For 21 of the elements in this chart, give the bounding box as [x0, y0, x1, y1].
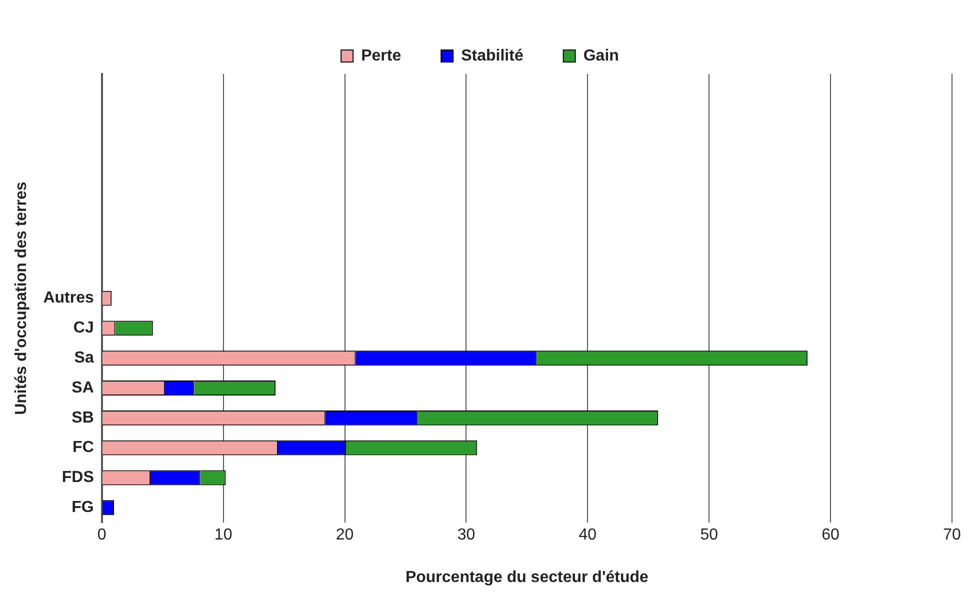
- x-tick-label: 40: [578, 526, 597, 544]
- legend-label: Perte: [361, 47, 402, 64]
- legend-label: Stabilité: [461, 47, 524, 64]
- y-axis-title: Unités d'occupation des terres: [13, 182, 30, 415]
- x-tick-label: 0: [97, 526, 106, 544]
- y-tick-label: FC: [72, 439, 94, 456]
- x-tick-label: 60: [822, 526, 840, 544]
- x-tick-label: 10: [214, 526, 232, 544]
- y-tick-label: FDS: [62, 469, 94, 486]
- y-tick-label: SA: [72, 379, 94, 396]
- x-tick-label: 20: [336, 526, 354, 544]
- x-tick-label: 30: [457, 526, 476, 544]
- x-tick-label: 50: [700, 526, 718, 544]
- x-axis-title: Pourcentage du secteur d'étude: [405, 568, 649, 586]
- x-tick-label: 70: [943, 526, 961, 544]
- y-tick-label: SB: [72, 409, 94, 426]
- y-tick-label: CJ: [73, 320, 94, 337]
- y-tick-label: Autres: [43, 290, 94, 307]
- legend-label: Gain: [583, 47, 619, 64]
- y-tick-label: Sa: [74, 350, 94, 367]
- y-tick-label: FG: [72, 499, 94, 516]
